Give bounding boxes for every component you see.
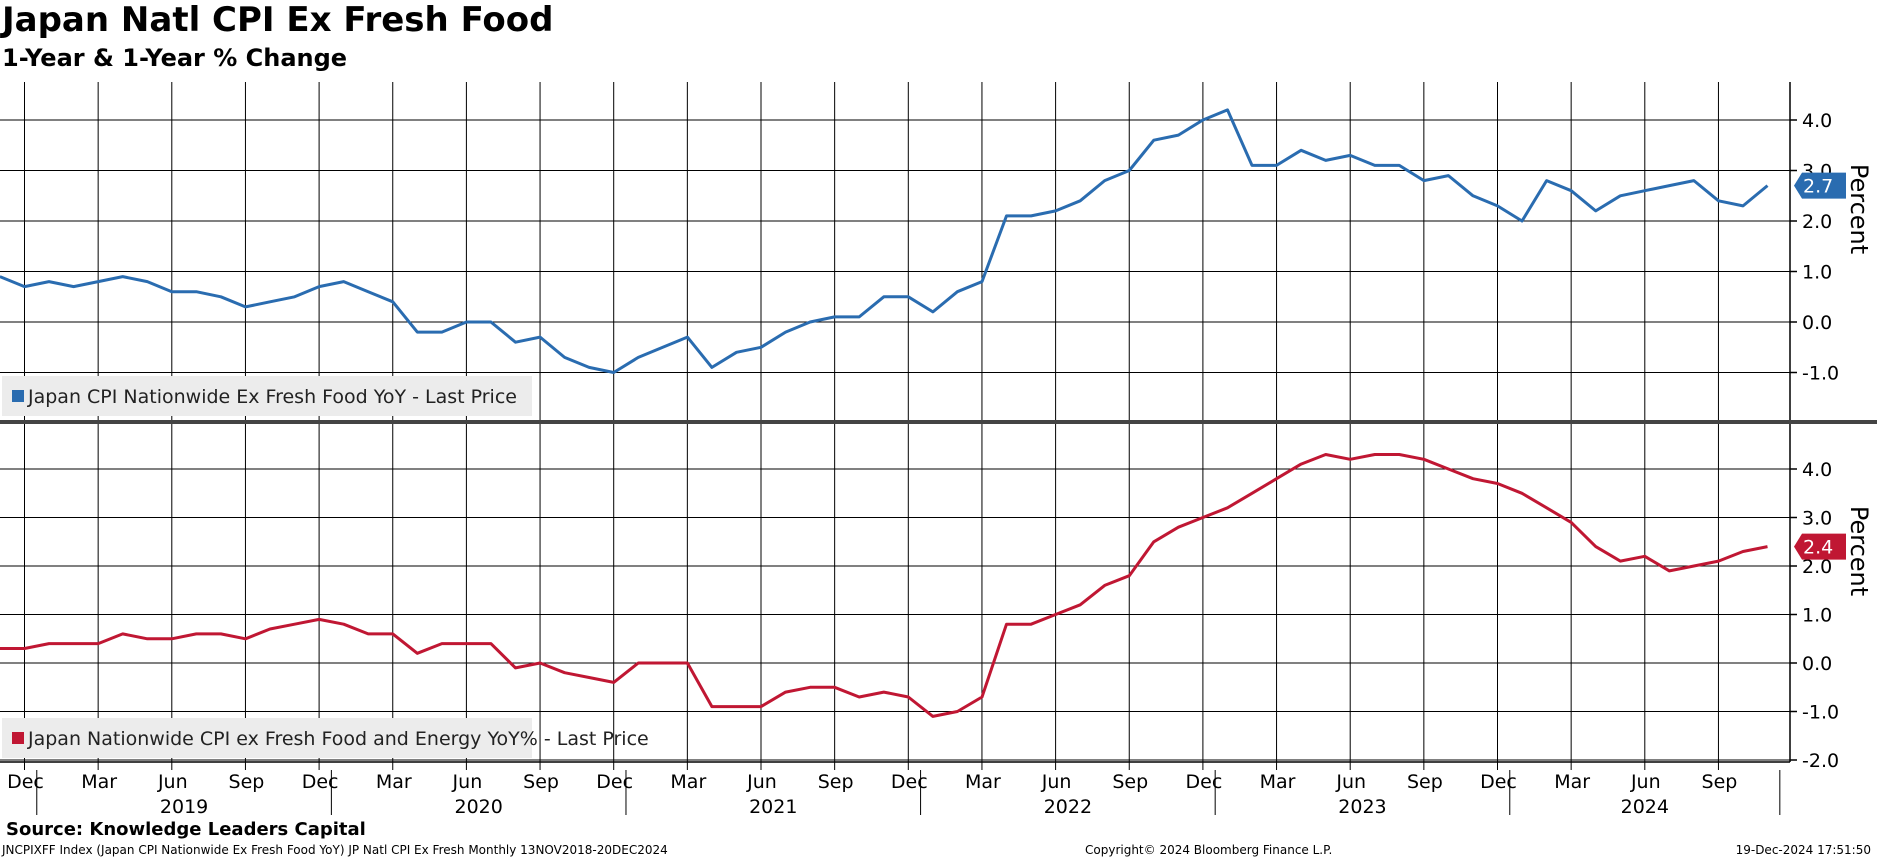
x-tick-label: Dec [596, 771, 633, 793]
chart-subtitle: 1-Year & 1-Year % Change [2, 44, 348, 72]
x-tick-label: Sep [523, 771, 559, 793]
x-year-label: 2019 [160, 796, 208, 818]
bottom-last-value-badge [1794, 533, 1846, 560]
x-tick-label: Jun [1630, 771, 1661, 793]
y-tick-label: -2.0 [1802, 750, 1839, 772]
bottom-legend-label: Japan Nationwide CPI ex Fresh Food and E… [27, 728, 649, 750]
x-tick-label: Jun [1335, 771, 1366, 793]
x-tick-label: Sep [1702, 771, 1738, 793]
bottom-series-line [0, 453, 1768, 718]
y-tick-label: 0.0 [1802, 312, 1832, 334]
x-tick-label: Dec [7, 771, 44, 793]
x-tick-label: Sep [1407, 771, 1443, 793]
footer-left: JNCPIXFF Index (Japan CPI Nationwide Ex … [2, 843, 668, 857]
x-tick-label: Mar [965, 771, 1001, 793]
bottom-last-value-label: 2.4 [1803, 537, 1833, 559]
x-year-label: 2024 [1621, 796, 1669, 818]
y-tick-label: 4.0 [1802, 459, 1832, 481]
x-tick-label: Mar [1260, 771, 1296, 793]
x-tick-label: Dec [891, 771, 928, 793]
x-tick-label: Sep [1112, 771, 1148, 793]
x-tick-label: Dec [302, 771, 339, 793]
x-tick-label: Jun [452, 771, 483, 793]
grid-lines [0, 82, 1877, 763]
y-axis-label: Percent [1845, 164, 1873, 254]
panel-separator [0, 420, 1877, 424]
x-year-label: 2023 [1338, 796, 1386, 818]
y-tick-label: 0.0 [1802, 653, 1832, 675]
x-tick-label: Sep [229, 771, 265, 793]
axis-layer: Dec Mar Jun Sep Dec Mar Jun Sep Dec Mar Jun Sep Dec M… [7, 762, 1781, 818]
x-year-label: 2022 [1044, 796, 1092, 818]
source-note: Source: Knowledge Leaders Capital [6, 819, 366, 840]
x-tick-label: Jun [746, 771, 777, 793]
bottom-panel: -2.0 -1.0 0.0 1.0 2.0 3.0 4.0 Percent 2.4 Japan N… [0, 424, 1873, 772]
y-tick-label: 2.0 [1802, 211, 1832, 233]
x-tick-label: Mar [1554, 771, 1590, 793]
top-last-value-badge [1794, 172, 1846, 199]
x-tick-label: Mar [670, 771, 706, 793]
x-year-label: 2020 [454, 796, 502, 818]
bottom-legend-box [2, 718, 532, 758]
chart-title: Japan Natl CPI Ex Fresh Food [2, 0, 554, 40]
y-tick-label: 3.0 [1802, 508, 1832, 530]
top-legend-swatch [12, 390, 24, 402]
y-axis-label: Percent [1845, 506, 1873, 596]
footer-copyright: Copyright© 2024 Bloomberg Finance L.P. [1085, 843, 1333, 857]
y-tick-label: 2.0 [1802, 556, 1832, 578]
y-tick-label: 4.0 [1802, 110, 1832, 132]
x-tick-label: Mar [81, 771, 117, 793]
top-series-line [0, 108, 1769, 374]
x-year-label: 2021 [749, 796, 797, 818]
x-tick-label: Dec [1186, 771, 1223, 793]
bottom-legend-swatch [12, 732, 24, 744]
top-legend-box [2, 376, 532, 416]
footer-timestamp: 19-Dec-2024 17:51:50 [1735, 843, 1871, 857]
y-tick-label: -1.0 [1802, 702, 1839, 724]
top-last-value-label: 2.7 [1803, 176, 1833, 198]
x-tick-label: Sep [818, 771, 854, 793]
x-tick-label: Mar [376, 771, 412, 793]
x-tick-label: Jun [1041, 771, 1072, 793]
x-tick-label: Dec [1480, 771, 1517, 793]
y-tick-label: 1.0 [1802, 605, 1832, 627]
x-tick-label: Jun [157, 771, 188, 793]
top-legend-label: Japan CPI Nationwide Ex Fresh Food YoY -… [27, 386, 517, 408]
y-tick-label: -1.0 [1802, 363, 1839, 385]
y-tick-label: 1.0 [1802, 262, 1832, 284]
